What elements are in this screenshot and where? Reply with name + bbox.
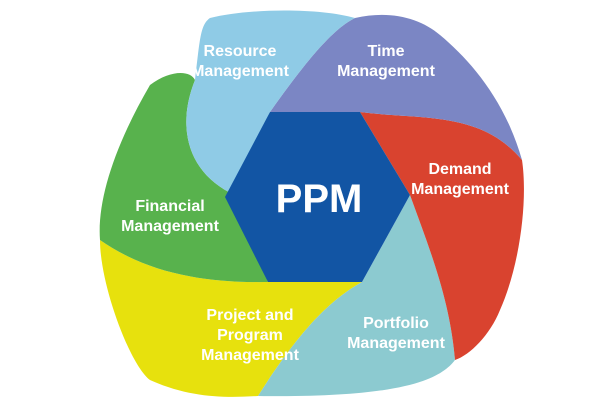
center-label: PPM <box>276 177 363 221</box>
segment-project-program <box>100 240 362 397</box>
center-hexagon <box>225 112 410 282</box>
label-project-line-2: Program <box>217 327 283 344</box>
label-project-program-management: Project and Program Management <box>201 307 299 364</box>
label-demand-management: Demand Management <box>411 161 509 198</box>
segment-time <box>270 14 522 161</box>
label-project-line-3: Management <box>201 347 299 364</box>
segment-resource <box>186 10 355 195</box>
segment-portfolio <box>258 195 455 397</box>
label-demand-line-2: Management <box>411 181 509 198</box>
label-financial-management: Financial Management <box>121 198 219 235</box>
label-time-line-1: Time <box>367 43 404 60</box>
label-resource-line-1: Resource <box>204 43 277 60</box>
label-portfolio-line-1: Portfolio <box>363 315 429 332</box>
label-demand-line-1: Demand <box>428 161 491 178</box>
label-portfolio-line-2: Management <box>347 335 445 352</box>
label-resource-line-2: Management <box>191 63 289 80</box>
label-time-management: Time Management <box>337 43 435 80</box>
label-financial-line-1: Financial <box>135 198 204 215</box>
segment-financial <box>99 73 269 283</box>
label-portfolio-management: Portfolio Management <box>347 315 445 352</box>
label-time-line-2: Management <box>337 63 435 80</box>
label-resource-management: Resource Management <box>191 43 289 80</box>
label-financial-line-2: Management <box>121 218 219 235</box>
label-project-line-1: Project and <box>206 307 293 324</box>
segment-demand <box>360 112 524 360</box>
